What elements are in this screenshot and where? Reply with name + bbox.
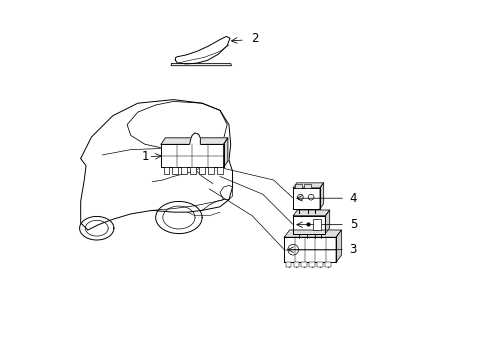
Polygon shape: [284, 237, 336, 262]
Polygon shape: [293, 216, 325, 234]
Text: 1: 1: [141, 150, 149, 163]
Polygon shape: [161, 144, 223, 167]
Bar: [295, 184, 302, 188]
Text: 5: 5: [350, 218, 357, 231]
Polygon shape: [325, 210, 330, 234]
Text: 3: 3: [350, 243, 357, 256]
Bar: [217, 167, 223, 174]
Bar: [208, 167, 214, 174]
Polygon shape: [190, 133, 200, 144]
Polygon shape: [171, 64, 231, 66]
Bar: [317, 262, 323, 267]
Bar: [164, 167, 169, 174]
Polygon shape: [175, 36, 230, 64]
Polygon shape: [293, 183, 323, 188]
Bar: [309, 262, 315, 267]
Bar: [325, 262, 331, 267]
Text: 4: 4: [350, 192, 357, 205]
Bar: [286, 262, 292, 267]
Polygon shape: [161, 161, 228, 167]
Bar: [301, 262, 307, 267]
Polygon shape: [336, 230, 342, 262]
Bar: [313, 219, 321, 230]
Polygon shape: [293, 188, 320, 208]
Bar: [199, 167, 205, 174]
Polygon shape: [320, 183, 323, 208]
Text: 2: 2: [251, 32, 259, 45]
Bar: [294, 262, 299, 267]
Bar: [190, 167, 196, 174]
Bar: [172, 167, 178, 174]
Polygon shape: [161, 138, 228, 144]
Bar: [181, 167, 187, 174]
Polygon shape: [284, 230, 342, 237]
Polygon shape: [223, 138, 228, 167]
Polygon shape: [293, 210, 330, 216]
Bar: [304, 184, 311, 188]
